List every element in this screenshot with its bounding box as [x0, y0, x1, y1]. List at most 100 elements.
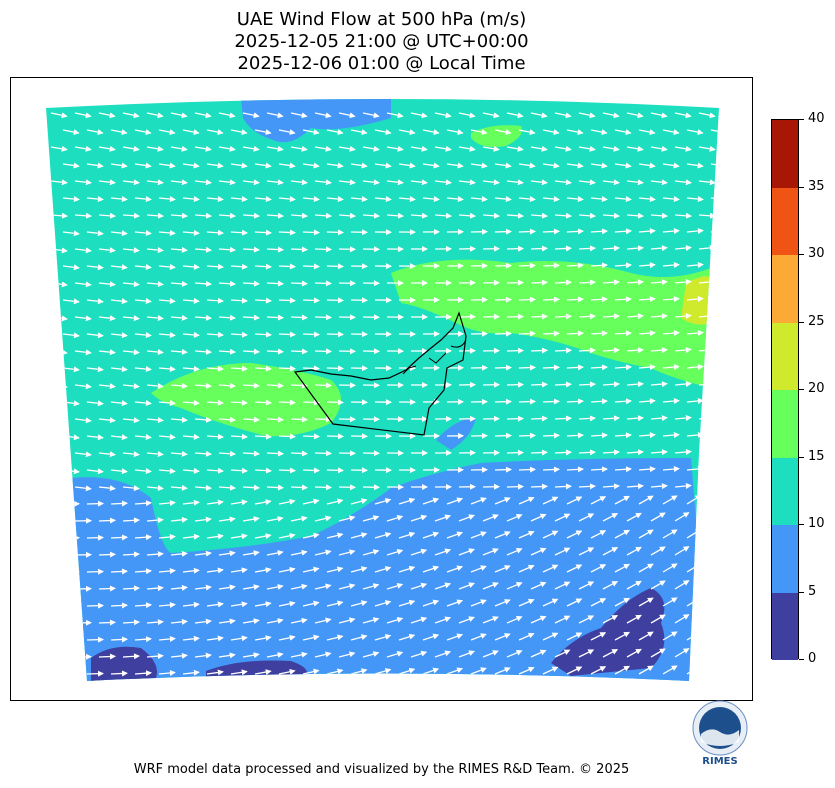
wind-arrow — [662, 529, 678, 539]
wind-arrow — [494, 398, 512, 405]
wind-arrow — [338, 112, 356, 119]
wind-arrow — [674, 179, 692, 186]
wind-arrow — [158, 399, 176, 406]
wind-arrow — [494, 162, 512, 169]
wind-arrow — [218, 246, 236, 253]
wind-arrow — [578, 581, 595, 590]
wind-arrow — [674, 448, 692, 455]
wind-arrow — [254, 533, 272, 540]
wind-arrow — [518, 432, 536, 439]
wind-arrow — [542, 129, 560, 136]
wind-arrow — [602, 581, 619, 590]
wind-arrow — [326, 365, 344, 372]
wind-arrow — [566, 666, 583, 675]
wind-arrow — [698, 179, 716, 186]
wind-arrow — [98, 281, 116, 288]
wind-arrow — [674, 145, 692, 152]
wind-arrow — [158, 601, 176, 608]
wind-arrow — [530, 483, 548, 490]
wind-arrow — [290, 583, 308, 590]
wind-arrow — [710, 365, 719, 369]
wind-arrow — [218, 145, 236, 152]
wind-arrow — [470, 667, 487, 675]
wind-arrow — [398, 633, 416, 641]
wind-arrow — [194, 416, 212, 423]
wind-arrow — [134, 332, 152, 339]
wind-arrow — [662, 398, 680, 405]
wind-arrow — [518, 564, 535, 573]
wind-arrow — [266, 651, 284, 658]
wind-arrow — [170, 382, 188, 389]
wind-arrow — [494, 466, 512, 473]
wind-arrow — [134, 366, 152, 373]
wind-arrow — [50, 145, 68, 152]
wind-arrow — [206, 499, 224, 506]
wind-arrow — [542, 530, 559, 539]
wind-arrow — [98, 517, 116, 524]
wind-arrow — [314, 179, 332, 186]
wind-arrow — [302, 532, 320, 539]
wind-arrow — [74, 485, 92, 492]
wind-arrow — [458, 650, 475, 658]
wind-arrow — [254, 635, 272, 642]
wind-arrow — [86, 332, 104, 339]
wind-arrow — [434, 650, 452, 658]
wind-arrow — [650, 648, 666, 658]
wind-arrow — [146, 417, 164, 424]
colorbar-tick — [799, 254, 804, 255]
wind-arrow — [542, 466, 560, 473]
wind-arrow — [602, 449, 620, 456]
colorbar-tick-label: 25 — [808, 313, 825, 329]
wind-arrow — [650, 112, 668, 119]
wind-arrow — [254, 399, 272, 406]
wind-arrow — [326, 566, 344, 573]
colorbar-tick-label: 20 — [808, 381, 825, 396]
wind-arrow — [626, 313, 644, 320]
wind-arrow — [302, 196, 320, 203]
wind-arrow — [326, 297, 344, 304]
wind-arrow — [662, 495, 678, 505]
wind-arrow — [218, 484, 236, 491]
wind-arrow — [86, 366, 104, 373]
wind-arrow — [50, 485, 68, 492]
wind-arrow — [650, 279, 668, 286]
wind-arrow — [278, 196, 296, 203]
wind-arrow — [242, 652, 260, 659]
wind-arrow — [158, 331, 176, 338]
wind-arrow — [590, 496, 607, 505]
wind-arrow — [134, 636, 152, 643]
wind-arrow — [590, 228, 608, 235]
wind-arrow — [350, 600, 368, 607]
wind-arrow — [242, 145, 260, 152]
wind-arrow — [530, 381, 548, 388]
wind-arrow — [86, 264, 104, 271]
wind-arrow — [182, 433, 200, 440]
wind-arrow — [650, 145, 668, 152]
svg-text:RIMES: RIMES — [702, 756, 737, 767]
wind-arrow — [518, 330, 536, 337]
wind-arrow — [542, 296, 560, 303]
wind-arrow — [470, 162, 488, 169]
wind-arrow — [62, 196, 80, 203]
wind-arrow — [110, 230, 128, 237]
wind-arrow — [182, 196, 200, 203]
wind-arrow — [350, 566, 368, 573]
wind-arrow — [62, 332, 80, 339]
wind-arrow — [182, 467, 200, 474]
wind-arrow — [686, 329, 704, 336]
wind-arrow — [146, 145, 164, 152]
wind-arrow — [338, 617, 356, 624]
wind-arrow — [278, 229, 296, 236]
wind-arrow — [158, 365, 176, 372]
wind-arrow — [194, 618, 212, 625]
wind-arrow — [434, 112, 452, 119]
wind-arrow — [134, 129, 152, 136]
wind-arrow — [518, 262, 536, 269]
colorbar-tick — [799, 524, 804, 525]
wind-arrow — [374, 129, 392, 136]
rimes-logo: RIMES — [689, 698, 751, 768]
wind-arrow — [602, 313, 620, 320]
wind-arrow — [434, 514, 452, 522]
wind-arrow — [218, 382, 236, 389]
wind-arrow — [86, 400, 104, 407]
